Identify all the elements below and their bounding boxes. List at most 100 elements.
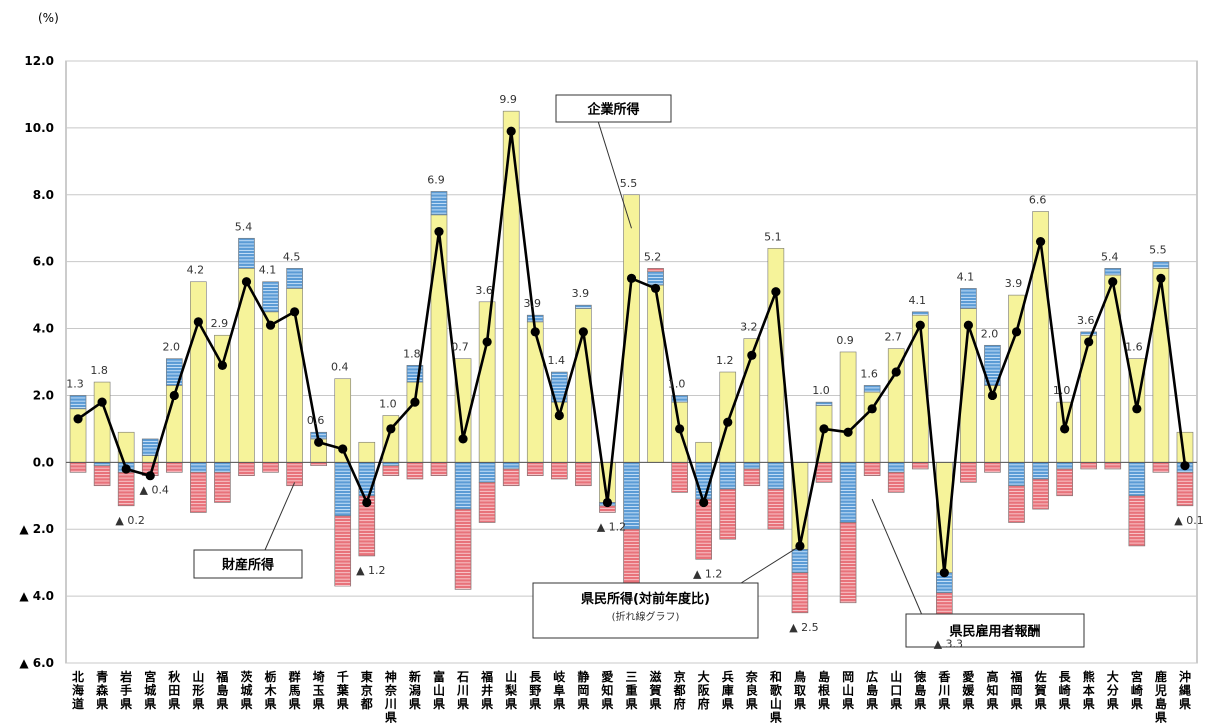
x-label-38: 高知県 <box>985 669 998 711</box>
bar-group-27 <box>719 371 737 540</box>
data-label: 1.0 <box>1053 384 1071 397</box>
line-point <box>97 397 107 407</box>
line-point <box>362 497 372 508</box>
x-label-14: 新潟県 <box>409 669 421 711</box>
x-label-27: 兵庫県 <box>722 669 734 711</box>
bar-group-45 <box>1152 261 1170 473</box>
x-label-char: 口 <box>890 684 902 698</box>
data-label: 0.4 <box>331 361 349 374</box>
bar-group-11 <box>334 378 352 587</box>
data-label: 5.2 <box>644 250 662 263</box>
bar-group-28 <box>743 338 761 487</box>
bar-group-39 <box>1008 294 1025 523</box>
bar-koyo <box>984 344 1001 386</box>
x-label-char: 海 <box>72 683 84 698</box>
data-label: 3.2 <box>740 321 758 334</box>
y-tick-label: ▲ 6.0 <box>19 656 54 670</box>
line-point <box>963 320 973 330</box>
y-axis-ticks: 12.0 10.0 8.0 6.0 4.0 2.0 0.0 ▲ 2.0 ▲ 4.0 ▲ 6.0 <box>19 54 54 670</box>
y-tick-label: 8.0 <box>33 188 54 202</box>
x-label-5: 山形県 <box>192 669 204 711</box>
bar-zaisan <box>190 472 207 513</box>
line-point <box>1084 337 1094 347</box>
line-point <box>530 327 540 337</box>
bar-zaisan <box>863 462 881 477</box>
bar-group-16 <box>454 358 472 590</box>
line-point <box>843 427 853 437</box>
x-label-28: 奈良県 <box>745 669 759 711</box>
kigyo-callout-box <box>555 94 672 123</box>
bar-group-35 <box>911 311 929 470</box>
x-label-char: 岐 <box>553 669 566 684</box>
line-point <box>819 424 829 434</box>
data-label: 9.9 <box>499 93 517 106</box>
x-label-char: 潟 <box>409 683 421 698</box>
x-label-char: 岡 <box>1011 684 1023 698</box>
x-label-11: 千葉県 <box>336 669 350 711</box>
x-label-char: 県 <box>385 711 397 725</box>
data-label: ▲ 0.1 <box>1174 514 1203 527</box>
data-label: 1.4 <box>548 354 566 367</box>
x-label-char: 宮 <box>144 669 156 684</box>
x-label-char: 賀 <box>649 683 662 698</box>
line-point <box>867 404 877 414</box>
x-label-char: 葉 <box>336 683 350 698</box>
x-label-char: 山 <box>770 696 782 711</box>
x-label-char: 府 <box>674 696 686 711</box>
bar-kigyo <box>887 348 905 463</box>
bar-group-0 <box>69 395 87 473</box>
x-label-12: 東京都 <box>360 669 373 711</box>
x-label-9: 群馬県 <box>288 669 301 711</box>
data-label: 4.1 <box>957 270 975 283</box>
x-label-char: 京 <box>361 683 373 698</box>
x-label-44: 宮崎県 <box>1131 669 1143 711</box>
line-point <box>338 444 348 454</box>
x-label-char: 賀 <box>1034 683 1047 698</box>
line-point <box>73 414 83 424</box>
x-label-char: 知 <box>600 683 613 698</box>
x-label-1: 青森県 <box>96 669 109 711</box>
bar-kigyo <box>647 284 664 463</box>
x-label-char: 県 <box>289 697 301 711</box>
x-label-char: 歌 <box>770 683 783 698</box>
data-label: ▲ 3.3 <box>934 638 963 651</box>
line-point <box>1156 273 1166 283</box>
x-label-char: 県 <box>409 697 421 711</box>
data-label: 3.6 <box>1077 314 1095 327</box>
line-point <box>747 350 757 360</box>
x-label-15: 富山県 <box>433 669 445 711</box>
bar-group-32 <box>839 351 857 604</box>
bar-koyo <box>671 395 688 403</box>
x-label-char: 縄 <box>1179 683 1191 698</box>
x-label-char: 県 <box>818 697 830 711</box>
x-label-8: 栃木県 <box>264 669 278 711</box>
x-label-char: 北 <box>72 669 84 684</box>
bar-koyo <box>454 462 472 510</box>
x-label-char: 県 <box>770 711 782 725</box>
bar-zaisan <box>526 462 544 477</box>
x-label-char: 三 <box>625 670 637 684</box>
kenmin-callout-box <box>532 582 759 639</box>
x-label-char: 島 <box>866 683 878 698</box>
bar-kigyo <box>863 391 881 463</box>
x-label-39: 福岡県 <box>1010 669 1023 711</box>
data-label: 4.1 <box>259 264 277 277</box>
bar-kigyo <box>478 301 496 463</box>
x-label-char: 庫 <box>722 683 734 698</box>
x-label-18: 山梨県 <box>504 669 517 711</box>
x-label-char: 県 <box>216 697 228 711</box>
line-point <box>434 226 444 237</box>
bar-zaisan <box>334 515 352 587</box>
x-label-char: 県 <box>1107 697 1119 711</box>
x-label-char: 福 <box>480 669 493 684</box>
x-label-char: 福 <box>1010 669 1023 684</box>
x-label-char: 県 <box>794 697 806 711</box>
line-point <box>602 497 613 508</box>
bar-zaisan <box>93 465 111 487</box>
bar-group-42 <box>1080 331 1098 470</box>
bar-zaisan <box>647 268 664 273</box>
data-label: 6.9 <box>427 173 445 186</box>
x-label-char: 県 <box>433 697 445 711</box>
x-label-char: 知 <box>985 683 998 698</box>
x-label-20: 岐阜県 <box>553 669 566 711</box>
